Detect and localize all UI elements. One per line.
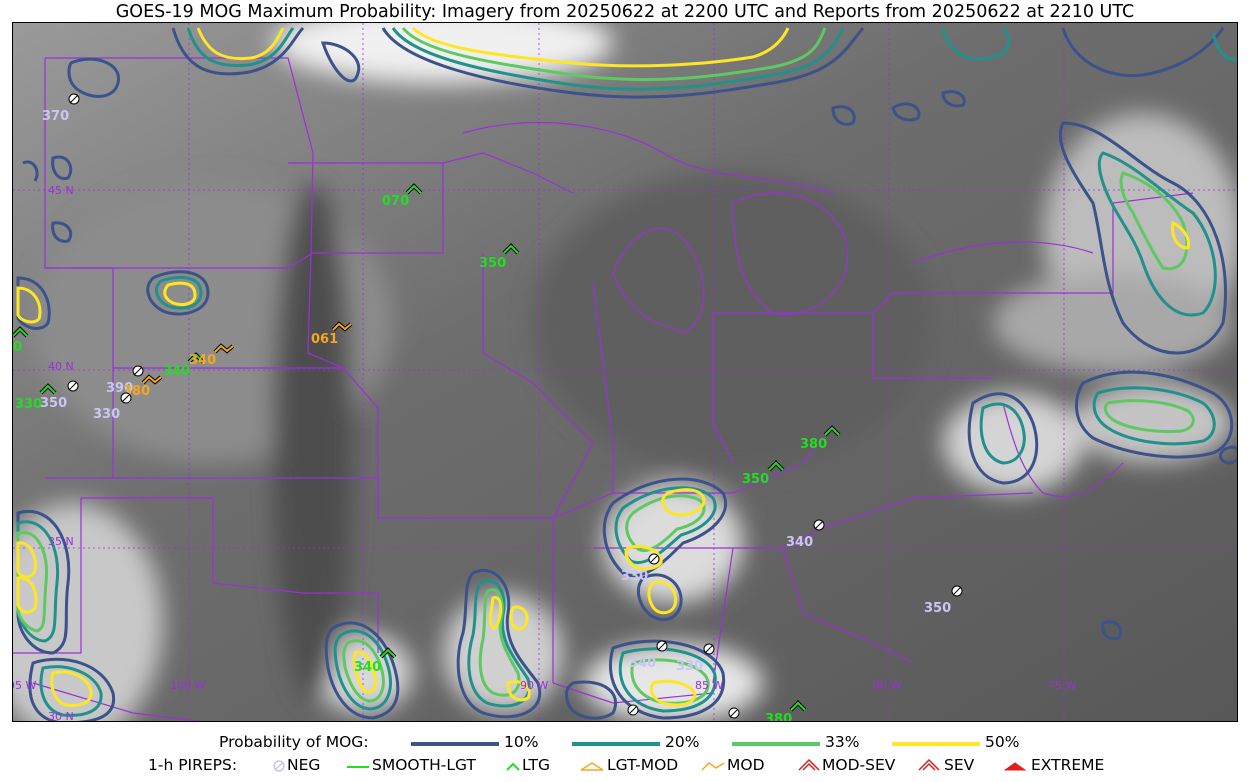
legend-label-33: 33% xyxy=(825,733,860,751)
ltg-icon xyxy=(506,762,520,771)
legend-mod-label: MOD xyxy=(727,756,765,774)
pirep-alt-label: 340 xyxy=(786,535,813,550)
legend-swatch-50 xyxy=(892,742,980,746)
legend-sev-label: SEV xyxy=(944,756,975,774)
legend-label-50: 50% xyxy=(985,733,1020,751)
probability-legend-label: Probability of MOG: xyxy=(219,733,369,751)
mod-icon xyxy=(701,762,725,771)
lon-label-80: 80 W xyxy=(873,679,901,692)
pirep-ltg-symbol xyxy=(187,352,205,364)
pirep-ltg-symbol xyxy=(379,647,397,659)
lat-label-30: 30 N xyxy=(48,710,74,722)
lat-label-45: 45 N xyxy=(48,184,74,197)
pirep-ltg-symbol xyxy=(13,326,29,338)
pirep-neg-symbol xyxy=(813,519,825,531)
grid-labels: 45 N 40 N 35 N 30 N 105 W 100 W 90 W 85 … xyxy=(13,184,1076,722)
pirep-alt-label: 340 xyxy=(629,656,656,671)
pirep-alt-label: 380 xyxy=(765,712,792,722)
pirep-alt-label: 350 xyxy=(479,256,506,271)
pirep-ltg-symbol xyxy=(789,700,807,712)
pirep-alt-label: 340 xyxy=(163,364,190,379)
legend-label-20: 20% xyxy=(665,733,700,751)
extreme-icon xyxy=(1004,762,1026,771)
legend-smooth-lgt-label: SMOOTH-LGT xyxy=(372,756,476,774)
pirep-alt-label: 330 xyxy=(93,407,120,422)
pirep-alt-label: 340 xyxy=(189,353,216,368)
pirep-alt-label: 070 xyxy=(382,194,409,209)
pirep-mod-symbol xyxy=(331,321,353,332)
mog-contours xyxy=(16,26,1237,721)
pirep-ltg-symbol xyxy=(502,243,520,255)
pirep-alt-label: 330 xyxy=(15,397,42,412)
pirep-neg-symbol xyxy=(120,392,132,404)
pirep-neg-symbol xyxy=(627,704,639,716)
satellite-map: 45 N 40 N 35 N 30 N 105 W 100 W 90 W 85 … xyxy=(12,22,1238,722)
lon-label-75: 75 W xyxy=(1048,679,1076,692)
pirep-ltg-symbol xyxy=(405,183,423,195)
legend-neg-label: NEG xyxy=(287,756,321,774)
lgt-mod-icon xyxy=(580,762,604,771)
pirep-alt-label: 350 xyxy=(742,472,769,487)
legend-extreme-label: EXTREME xyxy=(1031,756,1105,774)
pirep-reports: 370 070 350 061 340 340 390 380 330 330 … xyxy=(13,93,963,722)
pirep-neg-symbol xyxy=(951,585,963,597)
lon-label-100: 100 W xyxy=(170,679,205,692)
lon-label-90: 90 W xyxy=(520,679,548,692)
pirep-ltg-symbol xyxy=(39,383,57,395)
pirep-legend-label: 1-h PIREPS: xyxy=(148,756,238,774)
mod-sev-icon xyxy=(798,758,820,771)
lon-label-105: 105 W xyxy=(13,679,36,692)
map-title: GOES-19 MOG Maximum Probability: Imagery… xyxy=(115,2,1135,22)
pirep-alt-label: 380 xyxy=(800,437,827,452)
pirep-alt-label: 390 xyxy=(106,381,133,396)
map-canvas: 45 N 40 N 35 N 30 N 105 W 100 W 90 W 85 … xyxy=(13,23,1237,722)
pirep-alt-label: 350 xyxy=(924,601,951,616)
pirep-alt-label: 330 xyxy=(676,659,703,674)
legend-swatch-10 xyxy=(411,742,499,746)
pirep-mod-symbol xyxy=(213,343,235,354)
pirep-neg-symbol xyxy=(656,640,668,652)
pirep-alt-label: 061 xyxy=(311,332,338,347)
pirep-neg-symbol xyxy=(648,553,660,565)
lon-label-85: 85 W xyxy=(695,679,723,692)
lat-label-35: 35 N xyxy=(48,535,74,548)
pirep-alt-label: 330 xyxy=(621,569,648,584)
legend-ltg-label: LTG xyxy=(522,756,550,774)
pirep-alt-label: 340 xyxy=(354,660,381,675)
pirep-alt-label: 370 xyxy=(42,109,69,124)
pirep-neg-symbol xyxy=(68,93,80,105)
pirep-mod-symbol xyxy=(141,374,163,385)
pirep-neg-symbol xyxy=(728,707,740,719)
pirep-neg-symbol xyxy=(703,643,715,655)
pirep-alt-label: 380 xyxy=(13,340,22,355)
pirep-ltg-symbol xyxy=(823,425,841,437)
sev-icon xyxy=(918,758,940,771)
legend-swatch-20 xyxy=(572,742,660,746)
pirep-ltg-symbol xyxy=(767,460,785,472)
pirep-neg-symbol xyxy=(67,380,79,392)
legend-swatch-33 xyxy=(732,742,820,746)
pirep-alt-label: 350 xyxy=(40,396,67,411)
legend-mod-sev-label: MOD-SEV xyxy=(822,756,896,774)
pirep-legend: 1-h PIREPS: NEG SMOOTH-LGT LTG LGT-MOD M… xyxy=(0,756,1250,776)
legend-label-10: 10% xyxy=(504,733,539,751)
lat-lon-grid xyxy=(13,23,1237,721)
lat-label-40: 40 N xyxy=(48,360,74,373)
smooth-lgt-icon xyxy=(347,766,369,768)
legend-lgt-mod-label: LGT-MOD xyxy=(607,756,679,774)
probability-legend: Probability of MOG: 10% 20% 33% 50% xyxy=(0,733,1250,753)
neg-icon xyxy=(273,760,285,772)
state-boundaries xyxy=(13,57,1194,721)
pirep-neg-symbol xyxy=(132,365,144,377)
